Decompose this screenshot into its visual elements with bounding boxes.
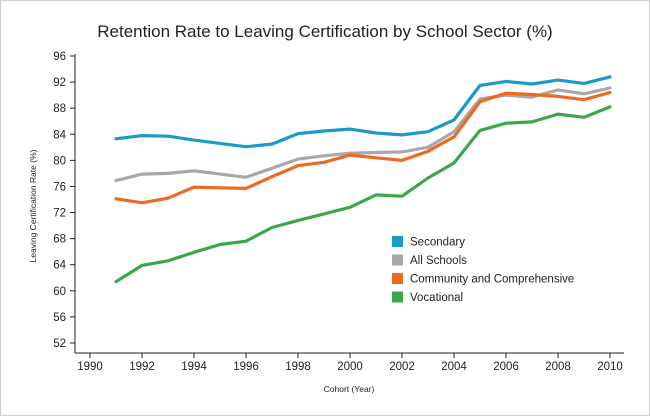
- legend-label: Vocational: [410, 292, 463, 304]
- x-tick-label: 1992: [129, 361, 155, 373]
- x-tick-label: 2006: [493, 361, 519, 373]
- x-tick-label: 1994: [181, 361, 207, 373]
- x-axis-ticks: 1990 1992 1994 1996 1998 2000 2002 2004 2006 2008…: [77, 353, 623, 373]
- series-line-vocational: [114, 105, 612, 284]
- y-tick-label: 84: [53, 129, 66, 141]
- x-tick-label: 1996: [233, 361, 259, 373]
- x-tick-label: 1990: [77, 361, 103, 373]
- series-line-all-schools: [114, 86, 612, 183]
- legend-swatch: [392, 291, 403, 303]
- y-tick-label: 76: [53, 181, 66, 193]
- x-tick-label: 1998: [285, 361, 311, 373]
- legend: Secondary All Schools Community and Compre…: [392, 236, 574, 304]
- legend-label: Secondary: [410, 237, 465, 249]
- x-tick-label: 2010: [597, 361, 623, 373]
- x-tick-label: 2004: [441, 361, 467, 373]
- legend-swatch: [392, 236, 403, 247]
- y-axis-label: Leaving Certification Rate (%): [28, 149, 38, 262]
- y-tick-label: 96: [53, 51, 66, 63]
- axis-lines: [74, 54, 624, 354]
- y-tick-label: 72: [53, 208, 66, 220]
- x-tick-label: 2000: [337, 361, 363, 373]
- chart-title: Retention Rate to Leaving Certification …: [97, 22, 552, 41]
- legend-label: All Schools: [410, 255, 467, 267]
- y-tick-label: 60: [53, 286, 66, 298]
- y-tick-label: 88: [53, 103, 66, 115]
- legend-swatch: [392, 254, 403, 266]
- y-tick-label: 68: [53, 234, 66, 246]
- y-axis-ticks: 52 56 60 64 68 72 76 80 84 88 92 96: [53, 51, 75, 350]
- y-tick-label: 52: [53, 338, 66, 350]
- series-line-community-and-comprehensive: [114, 90, 612, 205]
- legend-label: Community and Comprehensive: [410, 274, 574, 286]
- y-tick-label: 80: [53, 155, 66, 167]
- legend-swatch: [392, 273, 403, 284]
- x-tick-label: 2008: [545, 361, 571, 373]
- series-line-secondary: [114, 75, 612, 149]
- y-tick-label: 64: [53, 260, 66, 272]
- y-tick-label: 92: [53, 77, 66, 89]
- x-axis-label: Cohort (Year): [324, 384, 375, 394]
- series-lines: [114, 75, 612, 284]
- x-tick-label: 2002: [389, 361, 415, 373]
- y-tick-label: 56: [53, 312, 66, 324]
